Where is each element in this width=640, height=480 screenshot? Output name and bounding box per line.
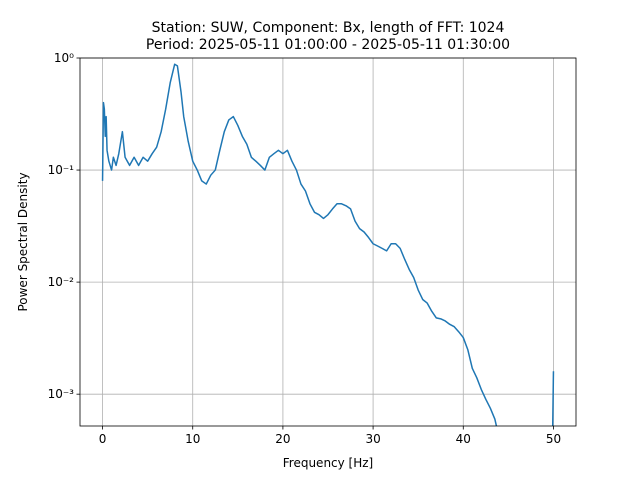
axes-frame bbox=[79, 57, 577, 427]
y-tick-label: 10⁻² bbox=[48, 275, 75, 289]
y-tick-label: 10⁻³ bbox=[48, 387, 75, 401]
y-axis-label: Power Spectral Density bbox=[16, 172, 30, 311]
x-axis-label: Frequency [Hz] bbox=[283, 456, 374, 470]
x-tick-label: 10 bbox=[185, 432, 200, 446]
chart-subtitle: Period: 2025-05-11 01:00:00 - 2025-05-11… bbox=[146, 37, 510, 53]
y-tick-label: 10⁻¹ bbox=[48, 163, 75, 177]
data-line bbox=[101, 63, 555, 426]
chart-title: Station: SUW, Component: Bx, length of F… bbox=[152, 20, 505, 36]
x-tick-label: 30 bbox=[365, 432, 380, 446]
x-tick-label: 50 bbox=[546, 432, 561, 446]
x-tick-label: 40 bbox=[456, 432, 471, 446]
y-tick-label: 10⁰ bbox=[54, 51, 74, 65]
x-tick-label: 20 bbox=[275, 432, 290, 446]
x-tick-label: 0 bbox=[99, 432, 107, 446]
